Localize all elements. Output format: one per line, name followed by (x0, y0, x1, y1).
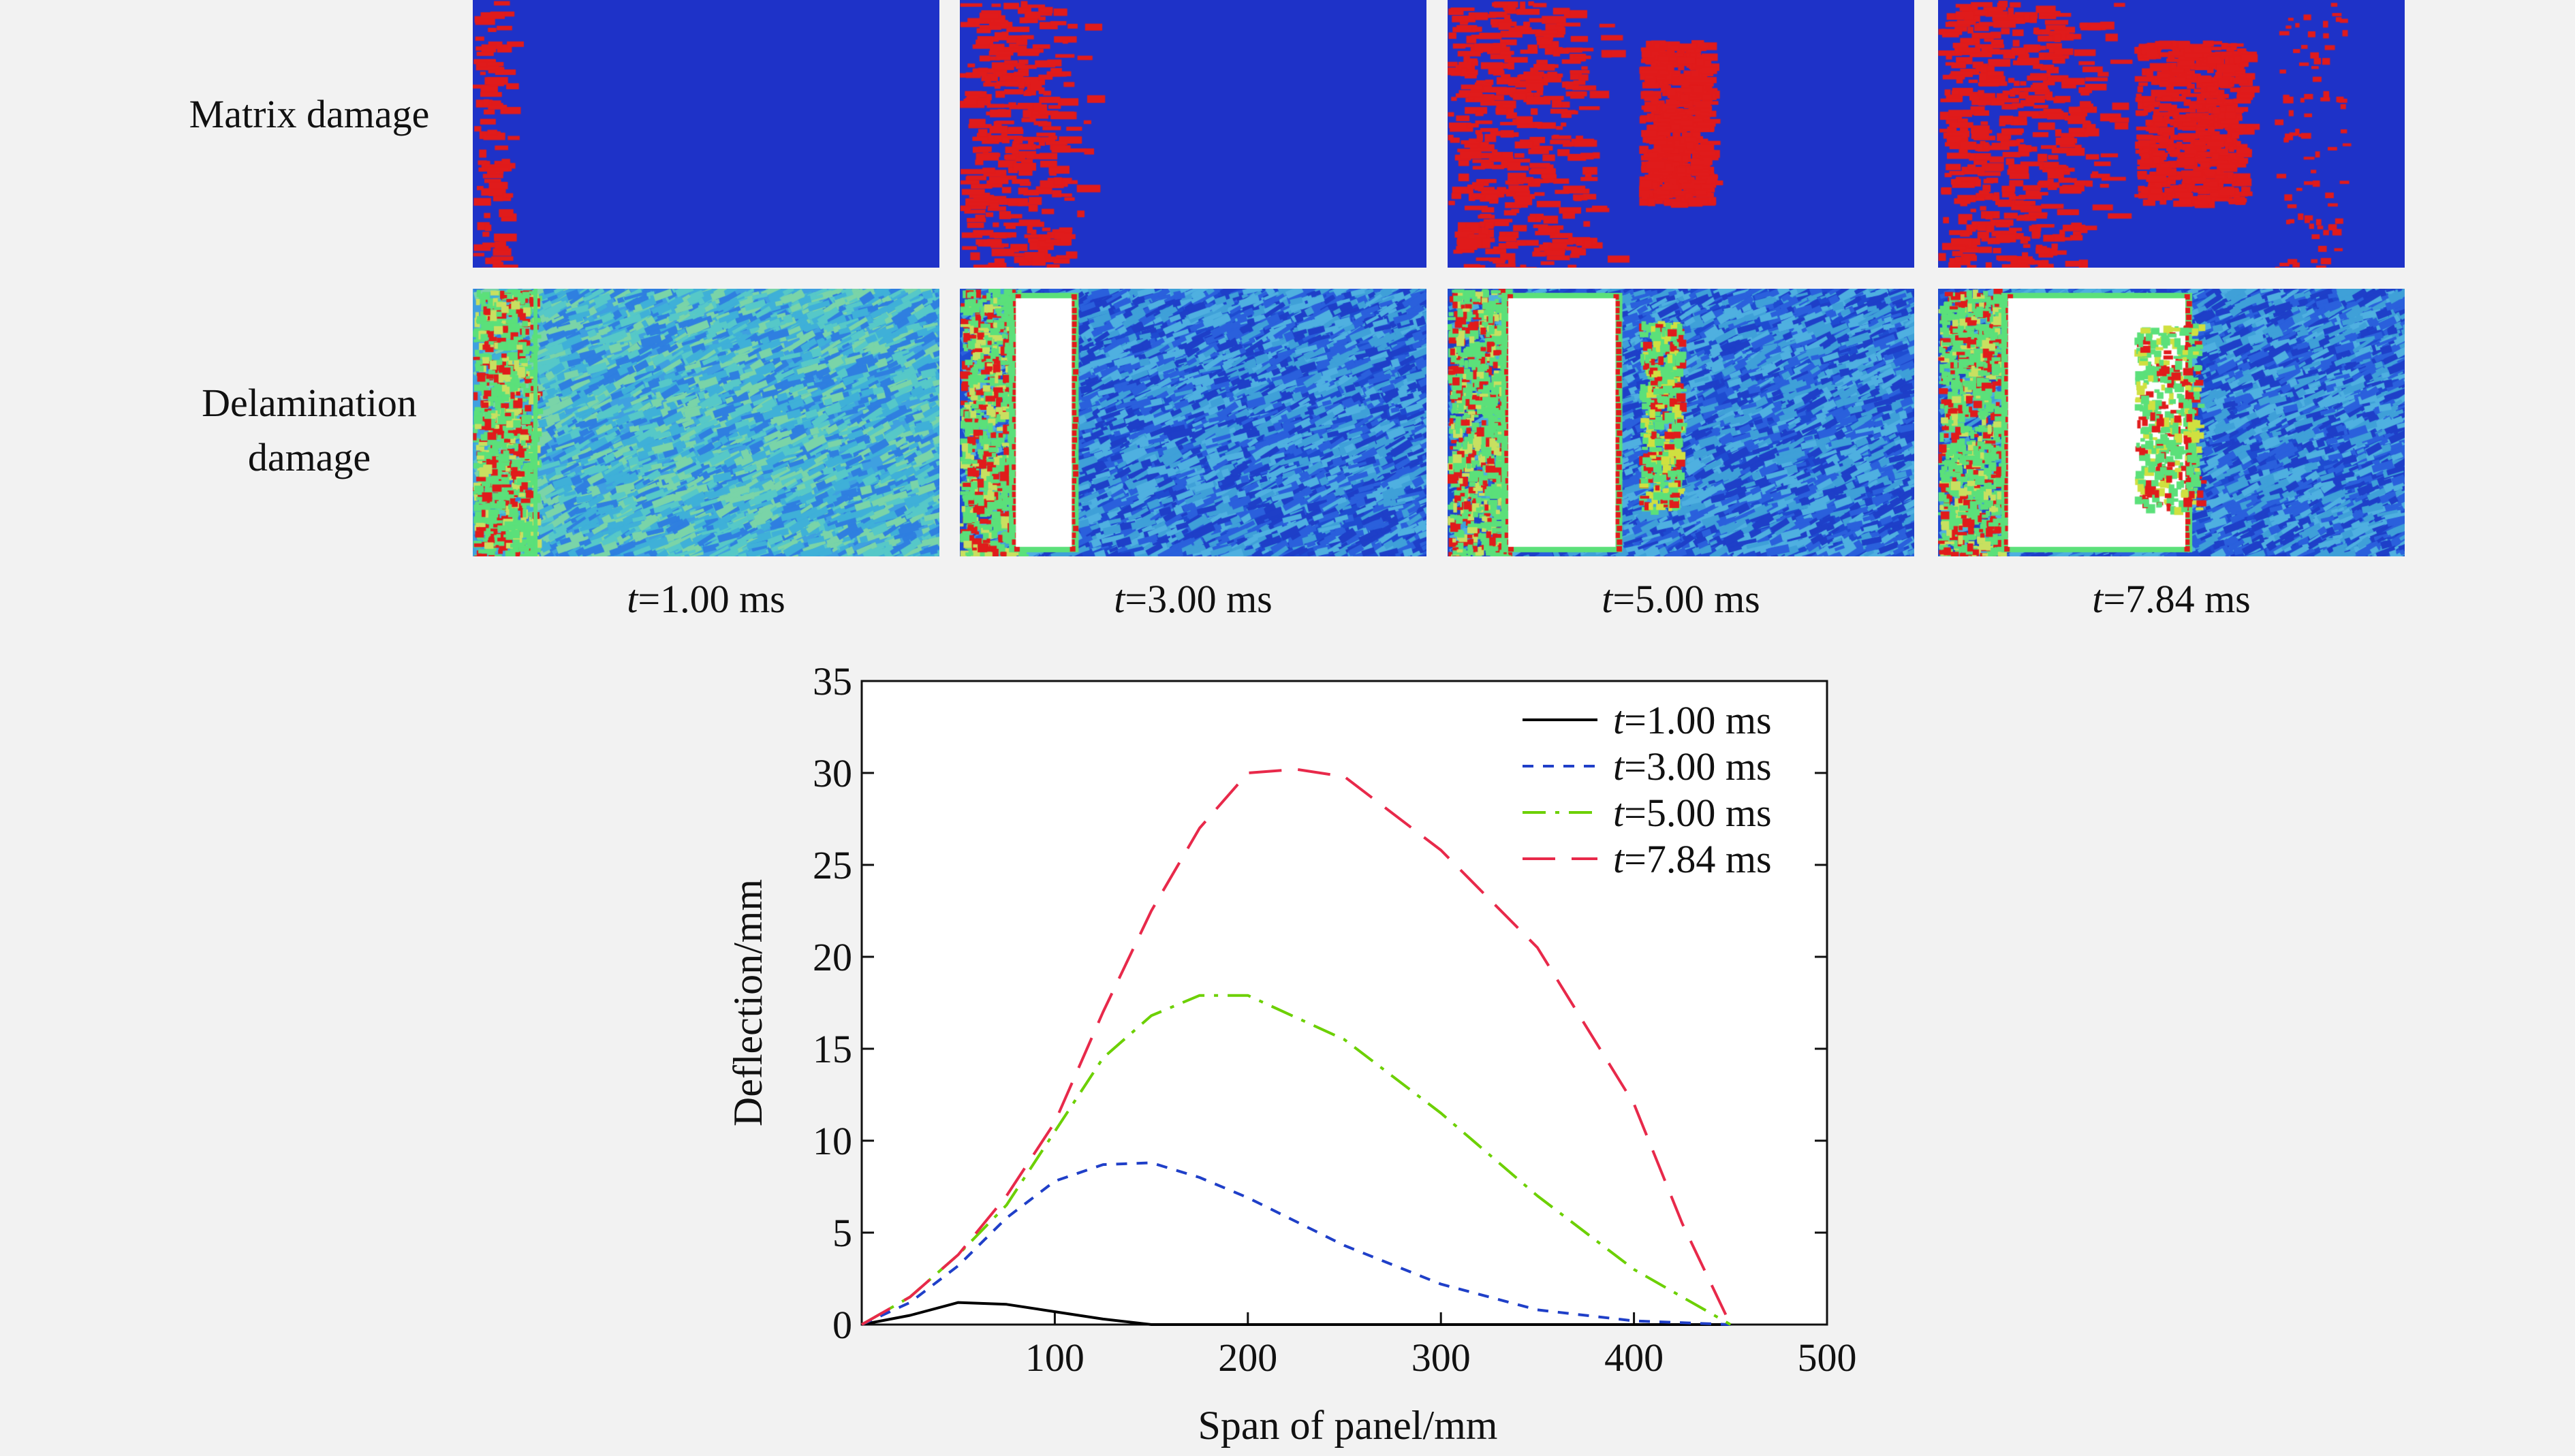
time-label-2: t=3.00 ms (1114, 577, 1273, 621)
plot-frame (860, 680, 1828, 1326)
time-label-3: t=5.00 ms (1602, 577, 1760, 621)
legend-label-4: t=7.84 ms (1613, 837, 1772, 881)
x-tick-label: 200 (1218, 1335, 1277, 1380)
y-tick-label: 15 (813, 1027, 852, 1071)
y-tick-label: 0 (832, 1303, 852, 1347)
delamination-panel-2 (960, 289, 1426, 556)
y-axis-label: Deflection/mm (725, 879, 770, 1126)
series-line-4 (861, 767, 1732, 1326)
series-line-2 (861, 1161, 1731, 1326)
legend-label-3: t=5.00 ms (1613, 791, 1772, 835)
x-tick-label: 300 (1411, 1335, 1471, 1380)
y-tick-label: 35 (813, 659, 852, 703)
x-axis-label: Span of panel/mm (1198, 1403, 1498, 1448)
matrix-panel-4 (1938, 0, 2405, 268)
y-tick-label: 10 (813, 1119, 852, 1163)
matrix-panel-2 (960, 0, 1426, 268)
delamination-panel-4 (1938, 289, 2405, 556)
matrix-panel-3 (1448, 0, 1914, 268)
y-tick-label: 20 (813, 935, 852, 979)
series-line-1 (861, 1301, 1731, 1326)
x-tick-label: 400 (1604, 1335, 1664, 1380)
y-tick-label: 5 (832, 1211, 852, 1255)
legend-label-2: t=3.00 ms (1613, 744, 1772, 789)
time-label-1: t=1.00 ms (627, 577, 785, 621)
y-tick-label: 25 (813, 843, 852, 887)
y-tick-label: 30 (813, 751, 852, 795)
matrix-panel-1 (473, 0, 939, 268)
legend-label-1: t=1.00 ms (1613, 698, 1772, 742)
x-tick-label: 500 (1798, 1335, 1857, 1380)
row-label-matrix: Matrix damage (189, 92, 430, 136)
delamination-panel-1 (473, 289, 939, 556)
time-label-4: t=7.84 ms (2092, 577, 2251, 621)
x-tick-label: 100 (1025, 1335, 1084, 1380)
delamination-panel-3 (1448, 289, 1914, 556)
row-label-delamination: Delamination damage (202, 381, 417, 479)
